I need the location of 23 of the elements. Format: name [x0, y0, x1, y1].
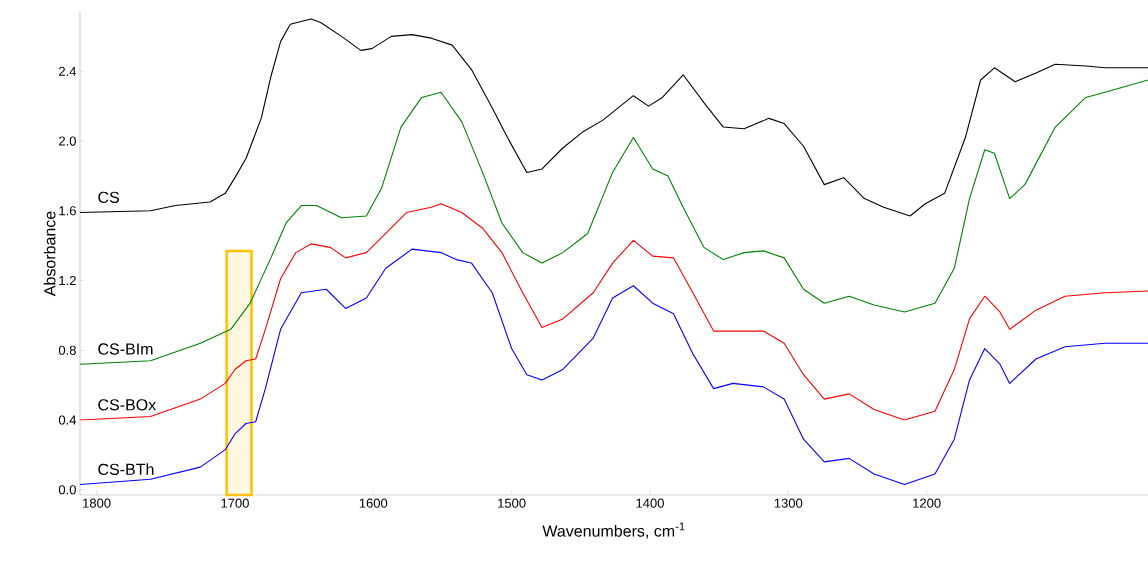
series-label: CS-BOx — [98, 399, 157, 411]
x-tick-label: 1600 — [359, 498, 388, 508]
line-series — [79, 248, 1148, 486]
series-label: CS-BTh — [98, 463, 154, 476]
y-tick-label: 1.2 — [59, 275, 76, 286]
y-tick-label: 0.4 — [58, 415, 77, 425]
x-tick-label: 1400 — [636, 498, 664, 508]
y-axis-title: Absorbance — [43, 211, 56, 297]
series-label: CS — [98, 191, 120, 203]
x-tick-label: 1500 — [498, 498, 526, 508]
y-tick-label: 0.8 — [58, 345, 76, 355]
y-tick-label: 2.0 — [59, 136, 76, 146]
x-tick-label: 1200 — [913, 498, 941, 508]
x-tick-label: 1300 — [774, 498, 803, 508]
y-tick-label: 1.6 — [59, 206, 76, 216]
x-tick-label: 1700 — [221, 498, 249, 508]
y-tick-label: 0.0 — [58, 485, 76, 495]
x-axis-title: Wavenumbers, cm$^{-1}$ — [542, 522, 685, 539]
x-tick-label: 1800 — [83, 498, 111, 508]
line-series — [79, 79, 1148, 365]
series-label: CS-BIm — [98, 343, 153, 355]
y-tick-label: 2.4 — [59, 66, 77, 76]
line-series — [79, 18, 1148, 217]
